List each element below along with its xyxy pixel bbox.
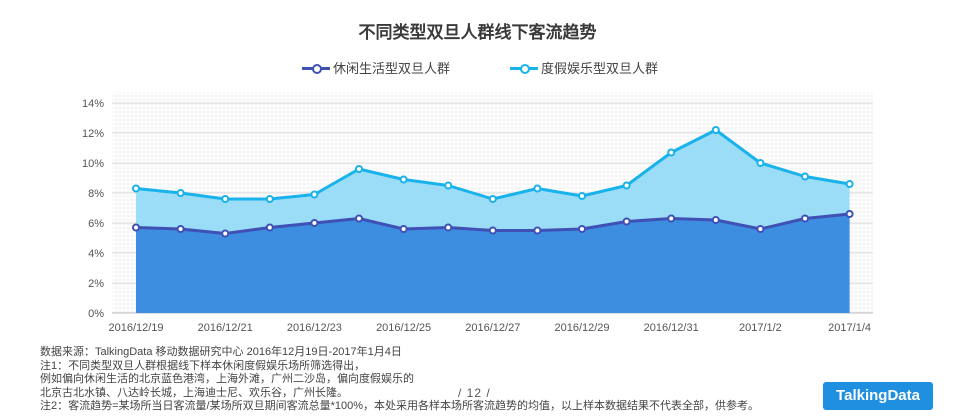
chart-title: 不同类型双旦人群线下客流趋势 — [358, 23, 597, 42]
point-series-2 — [355, 165, 363, 173]
y-tick-label: 6% — [88, 218, 104, 230]
legend: 休闲生活型双旦人群 度假娱乐型双旦人群 — [0, 58, 955, 78]
point-series-1 — [622, 217, 631, 226]
point-series-2 — [176, 189, 185, 197]
x-tick-label: 2016/12/31 — [644, 322, 699, 334]
legend-label-series-2: 度假娱乐型双旦人群 — [541, 61, 659, 76]
footnotes: 数据来源：TalkingData 移动数据研究中心 2016年12月19日-20… — [40, 346, 759, 414]
legend-item-series-1[interactable]: 休闲生活型双旦人群 — [302, 58, 450, 77]
point-series-1 — [399, 225, 408, 233]
point-series-1 — [176, 225, 185, 233]
x-tick-label: 2017/1/2 — [739, 322, 782, 334]
note-1-line-2: 例如偏向休闲生活的北京蓝色港湾，上海外滩，广州二沙岛，偏向度假娱乐的 — [40, 373, 414, 385]
area-series-1 — [136, 214, 850, 313]
point-series-1 — [310, 219, 319, 227]
talkingdata-logo: TalkingData — [823, 382, 933, 410]
point-series-1 — [444, 223, 453, 232]
legend-marker-series-2 — [510, 62, 538, 74]
y-tick-label: 4% — [88, 248, 104, 260]
page-number: / 12 / — [458, 386, 491, 400]
point-series-1 — [667, 214, 676, 223]
point-series-2 — [711, 126, 720, 134]
point-series-1 — [578, 225, 586, 233]
point-series-2 — [444, 181, 453, 190]
y-tick-label: 2% — [88, 278, 104, 290]
point-series-1 — [221, 229, 230, 238]
point-series-1 — [801, 214, 809, 223]
y-tick-label: 10% — [82, 158, 104, 170]
note-2: 注2：客流趋势=某场所当日客流量/某场所双旦期间客流总量*100%，本处采用各样… — [40, 400, 760, 412]
point-series-2 — [265, 195, 274, 203]
point-series-1 — [845, 210, 854, 218]
x-tick-label: 2016/12/27 — [465, 322, 520, 334]
x-tick-label: 2016/12/19 — [108, 322, 163, 334]
point-series-2 — [667, 148, 676, 157]
x-tick-label: 2016/12/23 — [287, 322, 342, 334]
point-series-2 — [399, 175, 408, 184]
point-series-1 — [488, 226, 497, 235]
y-tick-label: 14% — [82, 98, 104, 110]
x-tick-label: 2016/12/25 — [376, 322, 431, 334]
point-series-1 — [711, 216, 720, 224]
x-tick-label: 2017/1/4 — [828, 322, 871, 334]
x-tick-label: 2016/12/29 — [554, 322, 609, 334]
point-series-1 — [355, 214, 363, 223]
legend-marker-series-1 — [302, 62, 330, 74]
point-series-2 — [578, 192, 586, 200]
note-source: 数据来源：TalkingData 移动数据研究中心 2016年12月19日-20… — [40, 346, 402, 358]
point-series-2 — [756, 159, 765, 167]
point-series-1 — [132, 223, 140, 232]
point-series-2 — [845, 180, 854, 188]
point-series-1 — [265, 223, 274, 232]
legend-item-series-2[interactable]: 度假娱乐型双旦人群 — [510, 58, 658, 77]
point-series-2 — [310, 190, 319, 199]
note-1-line-3: 北京古北水镇、八达岭长城，上海迪士尼、欢乐谷，广州长隆。 — [40, 386, 348, 399]
point-series-2 — [622, 181, 631, 190]
point-series-1 — [533, 226, 542, 235]
x-tick-label: 2016/12/21 — [198, 322, 253, 334]
point-series-2 — [221, 195, 230, 203]
point-series-2 — [801, 172, 809, 181]
legend-label-series-1: 休闲生活型双旦人群 — [333, 61, 451, 76]
y-tick-label: 8% — [88, 188, 104, 200]
point-series-1 — [756, 225, 765, 233]
point-series-2 — [132, 184, 140, 193]
y-tick-label: 12% — [82, 128, 104, 140]
point-series-2 — [533, 184, 542, 193]
y-tick-label: 0% — [88, 308, 104, 320]
point-series-2 — [488, 195, 497, 203]
note-1-line-1: 注1：不同类型双旦人群根据线下样本休闲度假娱乐场所筛选得出， — [40, 359, 366, 372]
